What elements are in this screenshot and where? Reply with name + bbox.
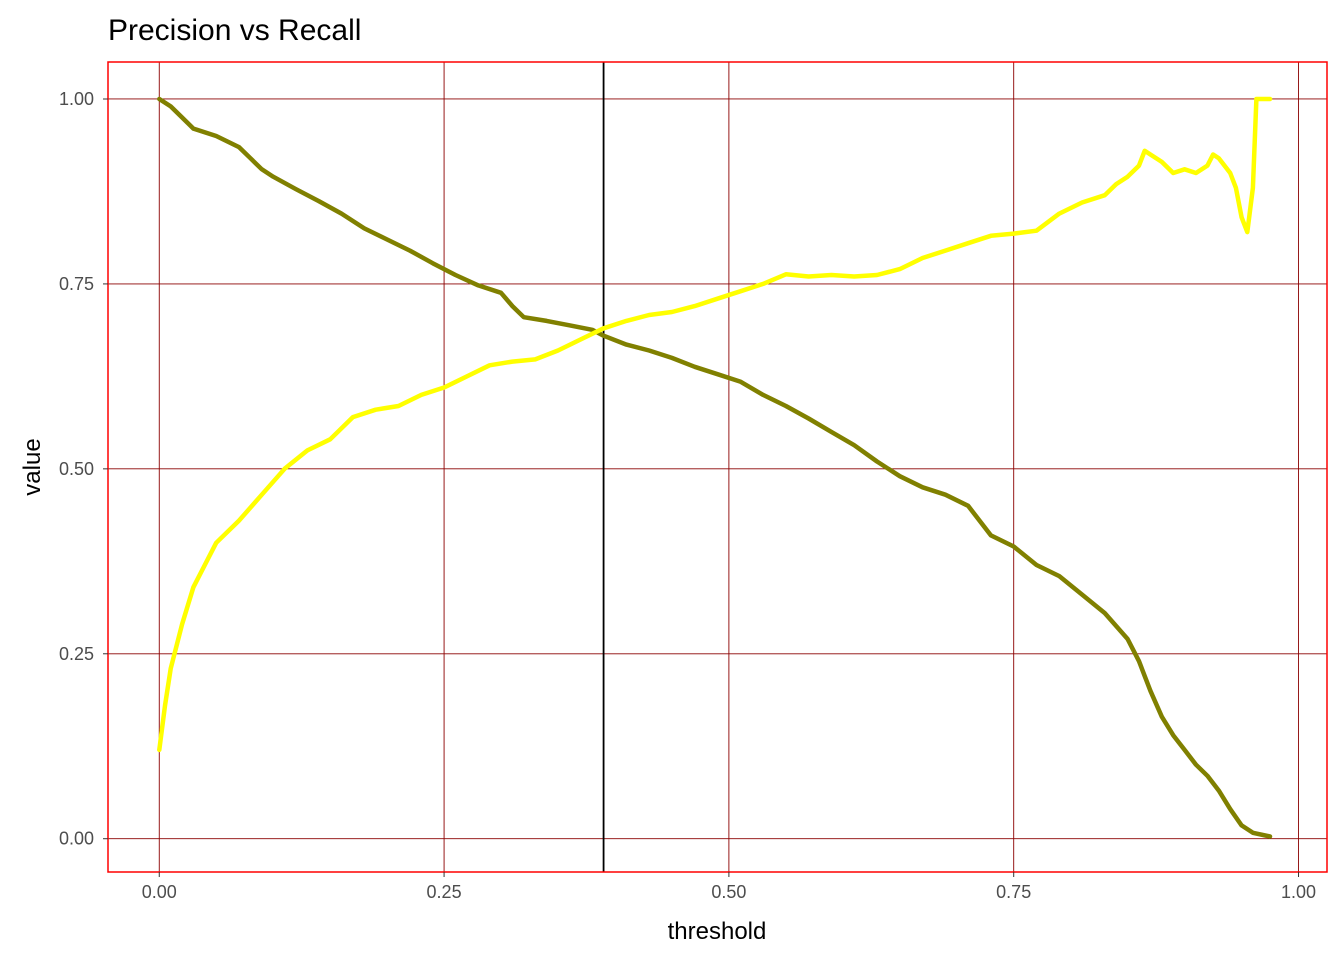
y-tick-label-0: 0.00 bbox=[59, 829, 94, 849]
chart-title: Precision vs Recall bbox=[108, 14, 361, 47]
y-tick-label-4: 1.00 bbox=[59, 89, 94, 109]
y-tick-label-3: 0.75 bbox=[59, 274, 94, 294]
y-axis-title: value bbox=[19, 438, 46, 495]
series-lines bbox=[157, 96, 1273, 839]
y-axis-ticks: 0.00 0.25 0.50 0.75 1.00 bbox=[59, 89, 108, 849]
grid-lines bbox=[108, 62, 1327, 872]
series-line-1 bbox=[157, 96, 1273, 753]
panel-border bbox=[107, 61, 1328, 873]
x-tick-label-0: 0.00 bbox=[142, 882, 177, 902]
x-tick-label-2: 0.50 bbox=[711, 882, 746, 902]
x-axis-ticks: 0.00 0.25 0.50 0.75 1.00 bbox=[142, 872, 1316, 902]
x-tick-label-4: 1.00 bbox=[1281, 882, 1316, 902]
x-tick-label-3: 0.75 bbox=[996, 882, 1031, 902]
y-tick-label-2: 0.50 bbox=[59, 459, 94, 479]
x-axis-title: threshold bbox=[668, 918, 767, 945]
y-tick-label-1: 0.25 bbox=[59, 644, 94, 664]
series-line-0 bbox=[157, 96, 1273, 839]
x-tick-label-1: 0.25 bbox=[427, 882, 462, 902]
